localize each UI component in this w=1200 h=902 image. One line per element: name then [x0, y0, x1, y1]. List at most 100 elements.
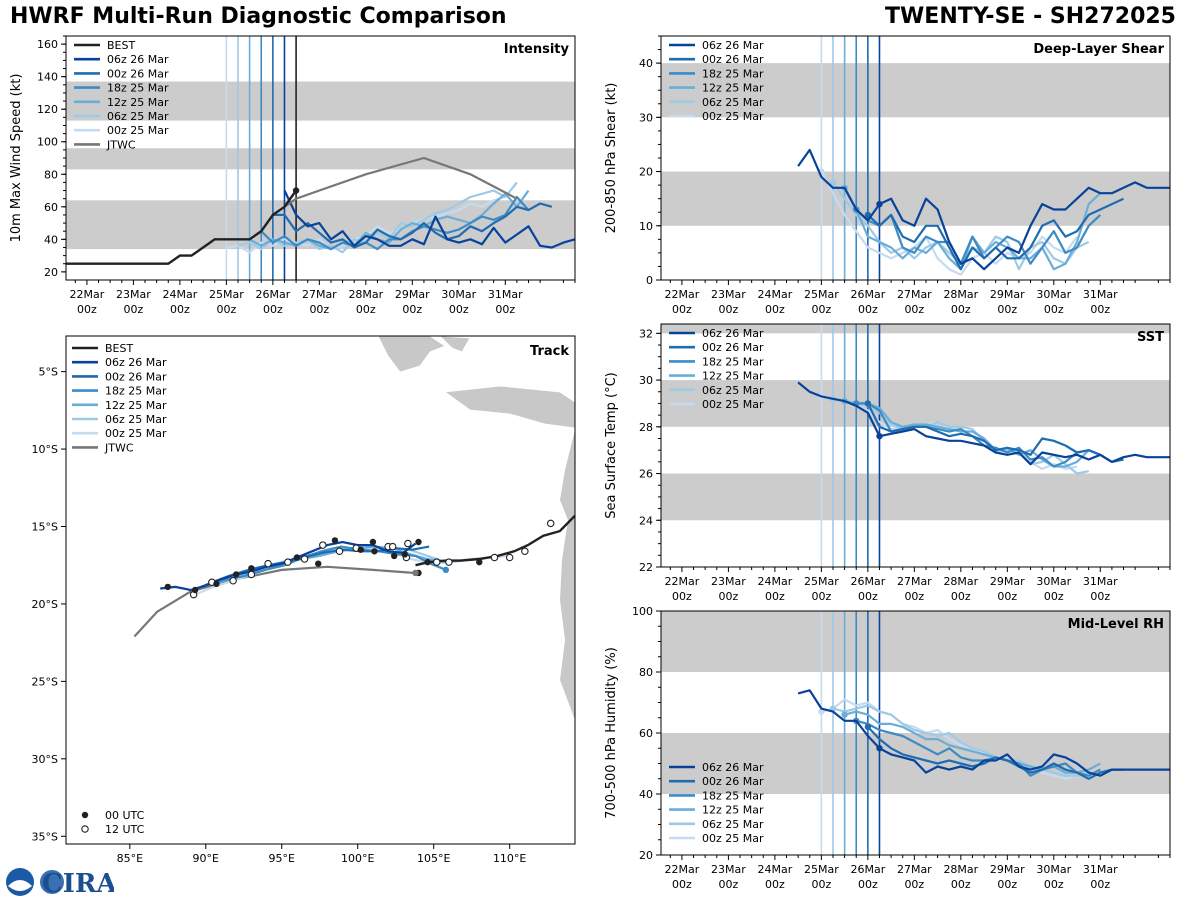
panel-title: Deep-Layer Shear	[1033, 42, 1164, 57]
x-tick-label: 29Mar	[990, 288, 1025, 301]
y-tick-label: 0	[646, 274, 653, 287]
x-tick-label: 29Mar	[990, 863, 1025, 876]
x-tick-label: 90°E	[193, 852, 219, 865]
y-tick-label: 160	[37, 38, 58, 51]
y-tick-label: 10	[639, 220, 653, 233]
cira-logo: CIRA	[4, 866, 117, 899]
x-tick-sublabel: 00z	[263, 303, 283, 316]
x-tick-sublabel: 00z	[719, 590, 739, 603]
x-tick-sublabel: 00z	[811, 878, 831, 891]
x-tick-label: 26Mar	[255, 288, 290, 301]
track-point-00utc	[248, 565, 255, 572]
x-tick-sublabel: 00z	[124, 303, 144, 316]
figure-title: HWRF Multi-Run Diagnostic Comparison	[10, 4, 507, 29]
init-point	[876, 200, 883, 208]
legend-label: 12z 25 Mar	[107, 96, 169, 109]
series-line	[237, 181, 518, 254]
series-line	[844, 710, 1101, 774]
x-tick-sublabel: 00z	[672, 303, 692, 316]
x-tick-label: 22Mar	[665, 288, 700, 301]
legend-label: JTWC	[106, 138, 136, 151]
legend-label: 06z 25 Mar	[702, 384, 764, 397]
y-tick-label: 80	[639, 666, 653, 679]
y-tick-label: 40	[639, 788, 653, 801]
legend-label: 06z 26 Mar	[702, 39, 764, 52]
x-tick-sublabel: 00z	[811, 590, 831, 603]
x-tick-label: 30Mar	[1036, 288, 1071, 301]
x-tick-label: 22Mar	[665, 575, 700, 588]
x-tick-label: 23Mar	[711, 575, 746, 588]
legend-label: 00z 26 Mar	[107, 67, 169, 80]
panel-title: SST	[1137, 330, 1164, 345]
x-tick-label: 28Mar	[943, 575, 978, 588]
track-point-00utc	[476, 558, 483, 566]
y-tick-label: 100	[37, 136, 58, 149]
series-line	[832, 704, 1089, 777]
init-point	[864, 400, 872, 407]
sst-panel: 22 24 26 28 30 32 22Mar 00z 23Mar 00z 24Mar 00z 25Ma…	[604, 323, 1171, 603]
series-line	[867, 726, 1124, 780]
x-tick-label: 24Mar	[758, 288, 793, 301]
legend-label: 00z 25 Mar	[702, 398, 764, 411]
x-tick-label: 27Mar	[302, 288, 337, 301]
legend-label: 18z 25 Mar	[105, 385, 167, 398]
x-tick-sublabel: 00z	[170, 303, 190, 316]
legend-label: 00z 26 Mar	[702, 775, 764, 788]
x-tick-sublabel: 00z	[765, 878, 785, 891]
panel-title: Track	[530, 344, 569, 359]
x-tick-sublabel: 00z	[1090, 878, 1110, 891]
init-point	[442, 566, 450, 574]
shear-panel: 0 10 20 30 40 22Mar 00z 23Mar 00z 24Mar 00z 25Mar 00…	[604, 35, 1171, 316]
series-line	[283, 190, 575, 249]
init-point	[829, 179, 837, 186]
track-frame	[65, 335, 576, 845]
track-point-12utc	[490, 553, 499, 562]
legend-label: BEST	[105, 342, 133, 355]
x-tick-label: 22Mar	[665, 863, 700, 876]
x-tick-label: 31Mar	[1083, 288, 1118, 301]
y-tick-label: 20	[639, 166, 653, 179]
intensity-plot-area	[66, 36, 575, 280]
y-axis-label: 10m Max Wind Speed (kt)	[9, 74, 24, 243]
x-tick-sublabel: 00z	[951, 303, 971, 316]
track-point-12utc	[505, 553, 514, 562]
threshold-band	[661, 324, 1170, 334]
y-tick-label: 120	[37, 103, 58, 116]
y-axis-label: 200-850 hPa Shear (kt)	[604, 83, 619, 234]
track-point-12utc	[335, 547, 344, 556]
legend-label: 00z 26 Mar	[702, 341, 764, 354]
best-track	[415, 514, 575, 567]
track-point-00utc	[232, 571, 240, 578]
y-tick-label: 20	[639, 849, 653, 862]
y-tick-label: 32	[639, 327, 653, 340]
marker-legend-label: 12 UTC	[105, 823, 145, 836]
legend-label: 18z 25 Mar	[107, 82, 169, 95]
track-point-12utc	[546, 519, 555, 528]
legend-label: 06z 26 Mar	[702, 327, 764, 340]
y-tick-label: 30	[639, 111, 653, 124]
track-point-00utc	[315, 560, 322, 567]
series-line	[820, 171, 1078, 276]
legend-label: 18z 25 Mar	[702, 67, 764, 80]
legend-label: 12z 25 Mar	[702, 82, 764, 95]
series-line	[797, 689, 1170, 777]
track-point-00utc	[424, 558, 431, 566]
y-tick-label: 60	[639, 727, 653, 740]
threshold-band	[661, 380, 1170, 427]
land-borneo	[377, 336, 446, 373]
legend-label: 06z 26 Mar	[702, 761, 764, 774]
legend-label: 06z 25 Mar	[105, 413, 167, 426]
x-tick-label: 26Mar	[850, 863, 885, 876]
best-latest-point	[292, 187, 300, 194]
x-tick-label: 105°E	[417, 852, 450, 865]
track-point-12utc	[388, 542, 397, 551]
y-tick-label: 26	[639, 468, 653, 481]
x-tick-sublabel: 00z	[356, 303, 376, 316]
x-tick-sublabel: 00z	[309, 303, 329, 316]
x-tick-label: 29Mar	[395, 288, 430, 301]
track-point-00utc	[357, 546, 364, 553]
run-track	[209, 545, 462, 587]
track-point-00utc	[213, 580, 220, 588]
x-tick-label: 27Mar	[897, 863, 932, 876]
x-tick-sublabel: 00z	[719, 878, 739, 891]
